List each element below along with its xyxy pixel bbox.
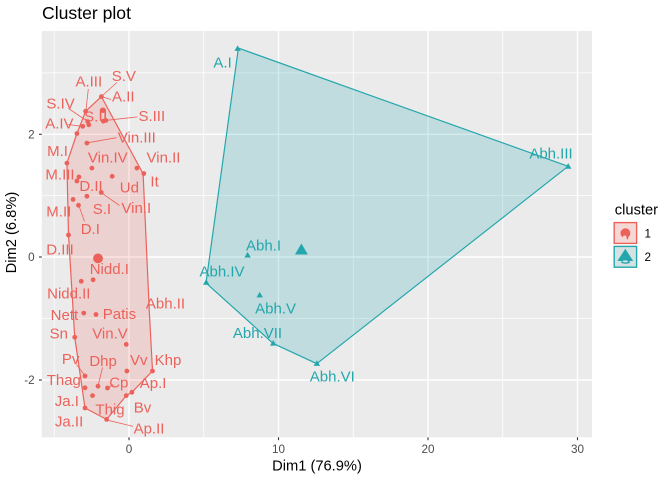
svg-text:Cluster plot: Cluster plot [42,3,131,23]
svg-text:M.I: M.I [47,143,68,160]
svg-text:S.: S. [84,109,98,126]
svg-text:It: It [150,174,159,191]
svg-text:M.II: M.II [46,204,71,221]
svg-text:Dim1 (76.9%): Dim1 (76.9%) [272,458,362,474]
svg-text:Khp: Khp [155,352,182,369]
svg-text:Dhp: Dhp [89,353,117,370]
svg-text:Abh.VII: Abh.VII [233,325,282,342]
svg-text:20: 20 [421,443,435,456]
svg-text:Abh.III: Abh.III [529,146,572,163]
svg-text:30: 30 [571,443,585,456]
svg-text:Ja.I: Ja.I [55,393,79,410]
svg-text:Ap.I: Ap.I [140,375,167,392]
svg-text:2: 2 [28,128,35,141]
svg-text:Ud: Ud [120,180,139,197]
svg-text:Dim2 (6.8%): Dim2 (6.8%) [4,192,20,274]
svg-text:A.IV: A.IV [45,115,73,132]
svg-text:1: 1 [645,227,652,240]
svg-text:cluster: cluster [615,202,658,218]
svg-text:A.I: A.I [213,54,231,71]
svg-text:S.III: S.III [138,108,165,125]
svg-text:A.II: A.II [112,89,135,106]
svg-text:Vin.III: Vin.III [118,130,156,147]
svg-text:Abh.I: Abh.I [246,237,281,254]
svg-text:Nett: Nett [51,307,79,324]
svg-text:D.I: D.I [81,221,100,238]
svg-text:2: 2 [645,251,652,264]
svg-text:Ap.II: Ap.II [134,421,165,438]
svg-text:Vin.V: Vin.V [92,325,128,342]
svg-text:Nidd.I: Nidd.I [90,261,129,278]
svg-text:Thig: Thig [95,402,124,419]
svg-text:Abh.IV: Abh.IV [199,264,244,281]
svg-text:Patis: Patis [103,306,136,323]
svg-text:Abh.II: Abh.II [146,296,185,313]
svg-text:S.IV: S.IV [46,95,74,112]
svg-text:A.III: A.III [75,74,102,91]
svg-text:Sn: Sn [50,325,68,342]
svg-text:S.V: S.V [112,68,136,85]
svg-text:Ja.II: Ja.II [55,414,83,431]
svg-text:Pv: Pv [62,351,80,368]
svg-text:Bv: Bv [134,400,152,417]
svg-text:Abh.V: Abh.V [255,301,296,318]
svg-text:D.II: D.II [79,178,102,195]
svg-text:Vv: Vv [130,352,148,369]
svg-text:Vin.I: Vin.I [121,200,151,217]
svg-text:D.III: D.III [46,242,74,259]
svg-text:S.I: S.I [93,201,111,218]
svg-text:0: 0 [126,443,133,456]
svg-text:Abh.VI: Abh.VI [310,369,355,386]
svg-text:Cp: Cp [109,375,128,392]
svg-text:Nidd.II: Nidd.II [47,285,90,302]
svg-text:10: 10 [272,443,286,456]
svg-text:M.III: M.III [45,167,74,184]
svg-text:Thag: Thag [47,372,81,389]
svg-text:-2: -2 [24,374,34,387]
svg-text:Vin.IV: Vin.IV [88,150,128,167]
svg-text:Vin.II: Vin.II [147,150,181,167]
svg-text:0: 0 [28,251,35,264]
